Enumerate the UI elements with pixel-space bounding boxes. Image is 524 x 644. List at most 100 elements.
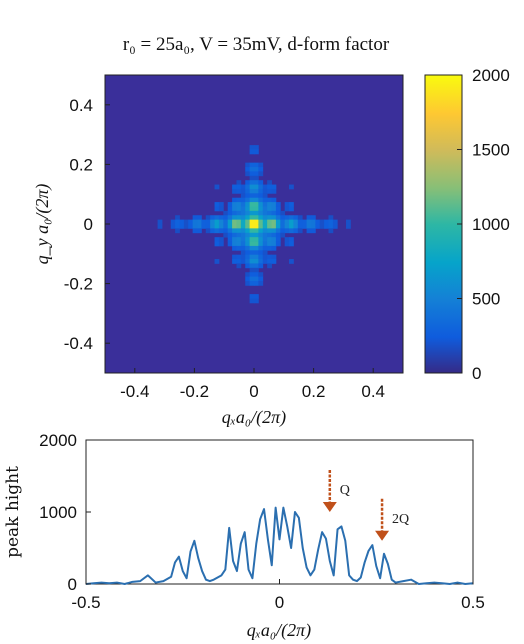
heatmap-cell	[157, 224, 163, 229]
heatmap-cell	[332, 219, 338, 225]
heatmap-cell	[284, 219, 290, 225]
heatmap-cell	[271, 206, 277, 212]
heatmap-cell	[249, 259, 255, 264]
heatmap-cell	[267, 206, 272, 212]
heatmap-cell	[258, 206, 264, 212]
heatmap-cell	[262, 206, 268, 212]
heatmap-cell	[262, 237, 268, 242]
heatmap-cell	[223, 219, 229, 225]
heatmap-cell	[232, 259, 237, 264]
heatmap-cell	[245, 206, 251, 212]
heatmap-cell	[249, 188, 255, 194]
heatmap-cell	[197, 224, 202, 229]
heatmap-cell	[271, 241, 277, 247]
heatmap-cell	[205, 228, 211, 234]
heatmap-cell	[240, 184, 246, 190]
heatmap-cell	[223, 210, 229, 216]
heatmap-cell	[245, 241, 251, 247]
heatmap-cell	[275, 228, 281, 234]
heatmap-cell	[249, 167, 255, 172]
heatmap-cell	[218, 202, 224, 207]
heatmap-cell	[249, 250, 255, 256]
heatmap-cell	[258, 197, 264, 203]
heatmap-cell	[267, 237, 272, 242]
heatmap-cell	[232, 184, 237, 190]
heatmap-cell	[249, 280, 255, 286]
heatmap-cell	[245, 202, 251, 207]
heatmap-cell	[258, 232, 264, 238]
heatmap-cell	[262, 241, 268, 247]
heatmap-cell	[324, 219, 329, 225]
heatmap-cell	[302, 224, 307, 229]
heatmap-cell	[271, 228, 277, 234]
heatmap-cell	[223, 215, 229, 221]
heatmap-cell	[201, 219, 207, 225]
heatmap-cell	[218, 237, 224, 242]
heatmap-cell	[275, 241, 281, 247]
heatmap-cell	[232, 224, 237, 229]
heatmap-cell	[271, 245, 277, 251]
heatmap-cell	[262, 215, 268, 221]
heatmap-cell	[192, 219, 198, 225]
heatmap-cell	[205, 219, 211, 225]
heatmap-cell	[262, 184, 268, 190]
heatmap-x-tick-label: 0.4	[361, 382, 385, 401]
heatmap-cell	[310, 224, 316, 229]
heatmap-cell	[240, 232, 246, 238]
heatmap-cell	[232, 237, 237, 242]
heatmap-cell	[258, 228, 264, 234]
heatmap-cell	[245, 228, 251, 234]
heatmap-cell	[254, 267, 259, 273]
heatmap-cell	[254, 215, 259, 221]
heatmap-cell	[258, 180, 264, 185]
heatmap-cell	[267, 228, 272, 234]
line-plot-y-tick-label: 0	[68, 575, 77, 594]
heatmap-x-label: qₓa₀/(2π)	[222, 407, 286, 428]
heatmap-cell	[236, 210, 242, 216]
heatmap-cell	[254, 162, 259, 168]
heatmap-cell	[188, 224, 194, 229]
heatmap-cell	[275, 210, 281, 216]
heatmap-cell	[249, 267, 255, 273]
heatmap-cell	[254, 237, 259, 242]
heatmap-cell	[240, 215, 246, 221]
annotation-label: Q	[340, 483, 350, 498]
heatmap-x-tick-label: 0	[249, 382, 258, 401]
heatmap-cell	[254, 245, 259, 251]
heatmap-cell	[236, 188, 242, 194]
colorbar-ticks: 2000 1500 1000 500 0	[457, 66, 510, 383]
heatmap-cell	[284, 237, 290, 242]
heatmap-cell	[267, 188, 272, 194]
heatmap-cell	[280, 215, 286, 221]
heatmap-cell	[175, 219, 180, 225]
heatmap-cell	[245, 254, 251, 260]
heatmap-cell	[240, 259, 246, 264]
heatmap-cell	[254, 272, 259, 277]
colorbar-tick-label: 2000	[472, 66, 510, 85]
heatmap-cell	[328, 228, 334, 234]
annotation-label: 2Q	[392, 512, 409, 527]
heatmap-cell	[249, 241, 255, 247]
heatmap-cell	[258, 263, 264, 269]
heatmap-cell	[258, 272, 264, 277]
heatmap-cell	[275, 215, 281, 221]
heatmap-cell	[249, 145, 255, 150]
heatmap-cell	[254, 298, 259, 304]
heatmap-cell	[267, 180, 272, 185]
heatmap-cell	[275, 206, 281, 212]
heatmap-cell	[214, 202, 220, 207]
heatmap-cell	[254, 180, 259, 185]
heatmap-cell	[310, 228, 316, 234]
heatmap-cell	[262, 197, 268, 203]
heatmap-cell	[293, 219, 299, 225]
heatmap-cell	[346, 224, 351, 229]
heatmap-cell	[280, 228, 286, 234]
heatmap-cell	[197, 228, 202, 234]
heatmap-cell	[249, 175, 255, 181]
heatmap-cell	[245, 184, 251, 190]
heatmap-cell	[254, 219, 259, 225]
heatmap-cell	[223, 224, 229, 229]
heatmap-cell	[214, 241, 220, 247]
heatmap-cells	[157, 145, 351, 304]
heatmap-cell	[249, 162, 255, 168]
